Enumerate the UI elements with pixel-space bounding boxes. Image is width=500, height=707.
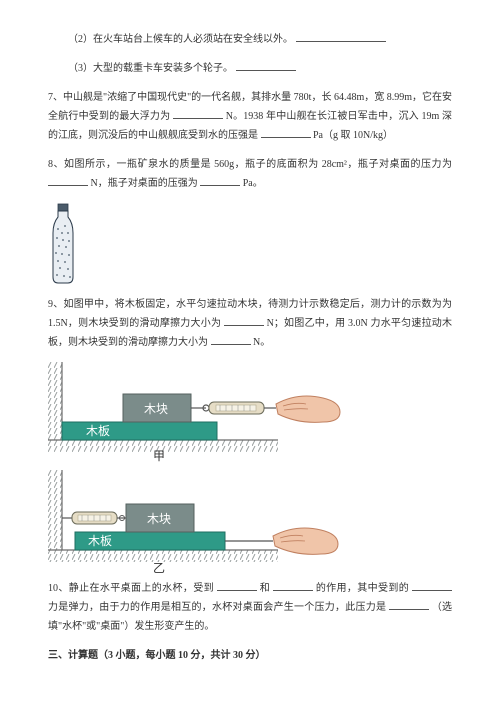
q10-p4: 力是弹力，由于力的作用是相互的，水杯对桌面会产生一个压力，此压力是 [48,602,386,613]
q9-blank2 [211,333,251,345]
bottle-figure [48,203,452,283]
bottle-icon [48,203,76,283]
q10-p1: 10、静止在水平桌面上的水杯，受到 [48,583,214,594]
q10-blank1 [217,579,257,591]
q10-blank3 [412,579,452,591]
q6-2-text: （2）在火车站台上候车的人必须站在安全线以外。 [68,34,293,45]
q10-blank4 [389,598,429,610]
diagram-jia: 木板 木块 甲 [48,362,452,462]
q10-blank2 [273,579,313,591]
q9-line: 9、如图甲中，将木板固定，水平匀速拉动木块，待测力计示数稳定后，测力计的示数为为… [48,295,452,352]
q7-blank2 [261,126,311,138]
q8-blank1 [48,174,88,186]
q8-line: 8、如图所示，一瓶矿泉水的质量是 560g，瓶子的底面积为 28cm²，瓶子对桌… [48,155,452,193]
label-yi: 乙 [153,561,165,575]
label-jia: 甲 [153,449,165,462]
q7-blank1 [173,107,223,119]
q6-3-text: （3）大型的载重卡车安装多个轮子。 [68,63,233,74]
label-block-yi: 木块 [147,512,171,526]
section-3-title: 三、计算题（3 小题，每小题 10 分，共计 30 分） [48,646,452,665]
q9-blank1 [224,314,264,326]
label-board-jia: 木板 [86,424,110,438]
q6-2-line: （2）在火车站台上候车的人必须站在安全线以外。 [48,30,452,49]
q9-suffix: N。 [253,337,270,348]
q8-suffix: Pa。 [243,178,263,189]
diagram-yi: 木板 木块 乙 [48,470,452,575]
q6-3-blank [236,59,296,71]
q10-p3: 的作用，其中受到的 [316,583,409,594]
label-board-yi: 木板 [88,534,112,548]
q7-suffix: Pa（g 取 10N/kg） [313,130,393,141]
q8-mid: N，瓶子对桌面的压强为 [91,178,198,189]
q6-3-line: （3）大型的载重卡车安装多个轮子。 [48,59,452,78]
label-block-jia: 木块 [144,402,168,416]
q10-line: 10、静止在水平桌面上的水杯，受到 和 的作用，其中受到的 力是弹力，由于力的作… [48,579,452,636]
q8-prefix: 8、如图所示，一瓶矿泉水的质量是 560g，瓶子的底面积为 28cm²，瓶子对桌… [48,159,452,170]
q10-p2: 和 [260,583,270,594]
q6-2-blank [296,30,386,42]
q7-line: 7、中山舰是"浓缩了中国现代史"的一代名舰，其排水量 780t，长 64.48m… [48,88,452,145]
section-3-text: 三、计算题（3 小题，每小题 10 分，共计 30 分） [48,650,266,661]
q8-blank2 [200,174,240,186]
